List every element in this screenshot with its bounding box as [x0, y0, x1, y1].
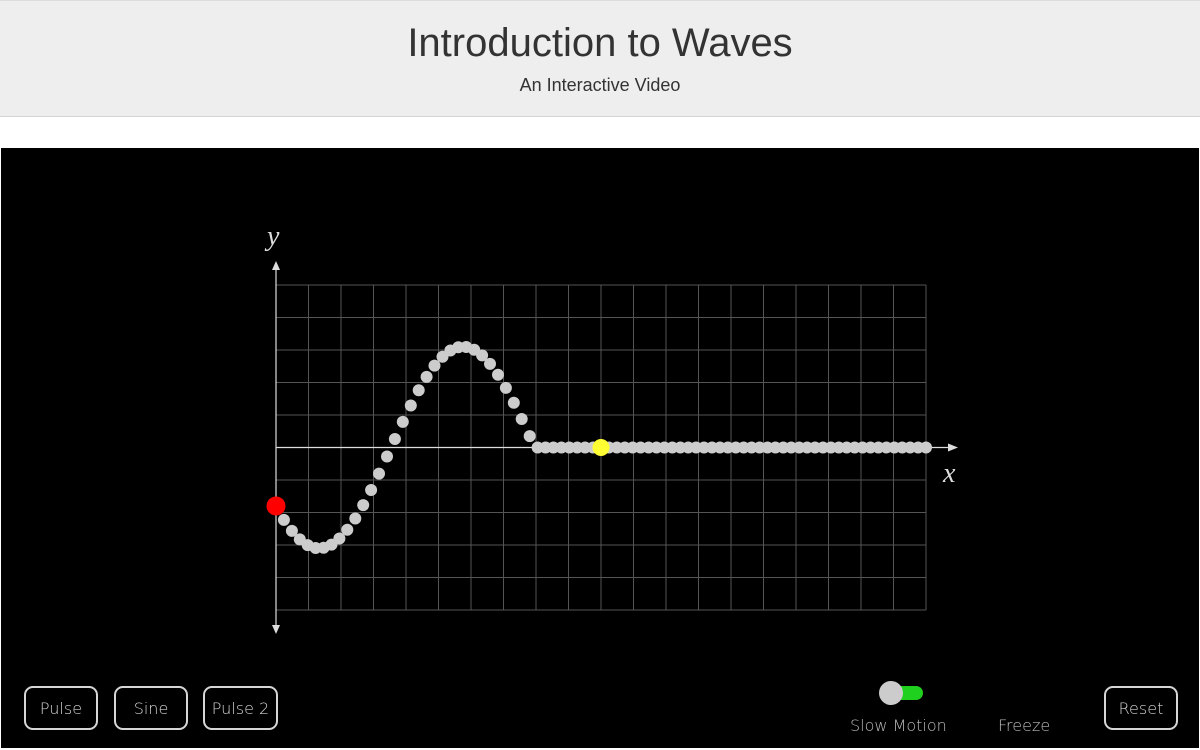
wave-particle [277, 513, 290, 526]
toggle-knob [879, 681, 903, 705]
wave-particle [396, 415, 409, 428]
wave-simulation-stage[interactable]: y x Pulse Sine Pulse 2 Slow Motion Freez… [1, 148, 1199, 748]
x-axis-label: x [942, 458, 956, 489]
x-axis-arrow-icon [948, 443, 958, 452]
wave-source-marker[interactable] [266, 496, 286, 516]
wave-particle [420, 370, 433, 383]
wave-particle [285, 524, 298, 537]
pulse-button[interactable]: Pulse [24, 686, 98, 730]
wave-particle [507, 396, 520, 409]
wave-particle [349, 512, 362, 525]
sine-button[interactable]: Sine [114, 686, 188, 730]
wave-particle [499, 381, 512, 394]
wave-particle [476, 349, 489, 362]
page-header: Introduction to Waves An Interactive Vid… [0, 0, 1200, 117]
pulse-2-button[interactable]: Pulse 2 [203, 686, 278, 730]
wave-particle [515, 413, 528, 425]
wave-particle [492, 368, 504, 381]
wave-particle [484, 357, 496, 370]
wave-particle [412, 384, 425, 397]
wave-particle [381, 450, 393, 463]
wave-particle [523, 430, 536, 443]
wave-particle [373, 467, 385, 480]
y-axis-up-arrow-icon [272, 261, 280, 270]
wave-particle [365, 484, 378, 496]
wave-particle [357, 499, 370, 512]
y-axis-label: y [264, 221, 280, 252]
wave-particle [333, 532, 346, 545]
slow-motion-toggle[interactable] [879, 681, 925, 705]
page-subtitle: An Interactive Video [519, 75, 681, 95]
wave-particle [920, 441, 932, 454]
wave-particle [341, 523, 354, 536]
reset-button[interactable]: Reset [1104, 686, 1178, 730]
tracked-particle-marker [592, 439, 610, 456]
freeze-label[interactable]: Freeze [998, 716, 1051, 735]
page-title: Introduction to Waves [407, 21, 793, 65]
y-axis-down-arrow-icon [272, 625, 280, 634]
wave-plot: y x [264, 221, 958, 634]
wave-particle [428, 359, 441, 372]
wave-particle [388, 433, 401, 445]
wave-particles [266, 341, 932, 554]
axes: y x [264, 221, 958, 634]
wave-particle [404, 399, 417, 412]
slow-motion-label: Slow Motion [850, 716, 947, 735]
